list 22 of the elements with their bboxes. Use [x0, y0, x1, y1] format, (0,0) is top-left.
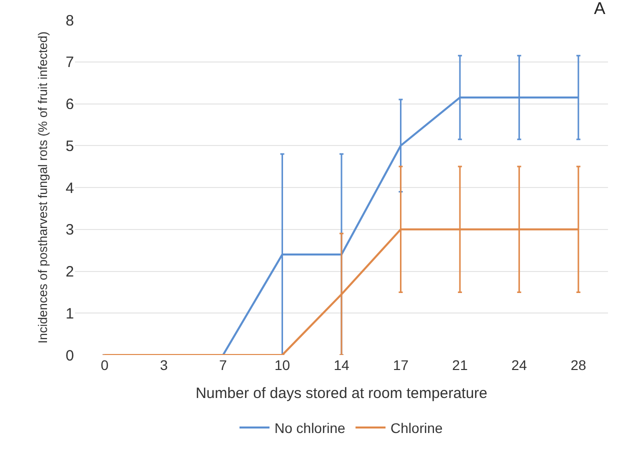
y-tick-label: 7 — [66, 54, 74, 72]
text: A — [594, 0, 606, 18]
x-tick-label: 21 — [452, 357, 468, 373]
x-axis-title: Number of days stored at room temperature — [196, 385, 488, 402]
x-tick-label: 7 — [219, 357, 228, 373]
legend-label: No chlorine — [274, 420, 346, 436]
x-tick-label: 24 — [511, 357, 528, 373]
y-tick-label: 6 — [66, 96, 74, 113]
x-tick-label: 0 — [100, 357, 109, 373]
y-tick-label: 4 — [66, 180, 74, 197]
x-tick-label: 10 — [274, 357, 290, 373]
x-tick-label: 3 — [160, 357, 168, 373]
y-tick-label: 2 — [66, 264, 74, 280]
y-tick-label: 5 — [66, 138, 74, 155]
legend-label: Chlorine — [390, 420, 443, 436]
y-tick-label: 1 — [66, 305, 74, 322]
x-tick-label: 17 — [392, 357, 409, 373]
x-tick-label: 14 — [334, 357, 350, 373]
y-tick-label: 3 — [66, 222, 74, 239]
y-tick-label: 8 — [66, 12, 74, 30]
y-axis-title: Incidences of postharvest fungal rots (% of fruit infected) — [36, 32, 50, 344]
x-tick-label: 28 — [570, 357, 586, 373]
